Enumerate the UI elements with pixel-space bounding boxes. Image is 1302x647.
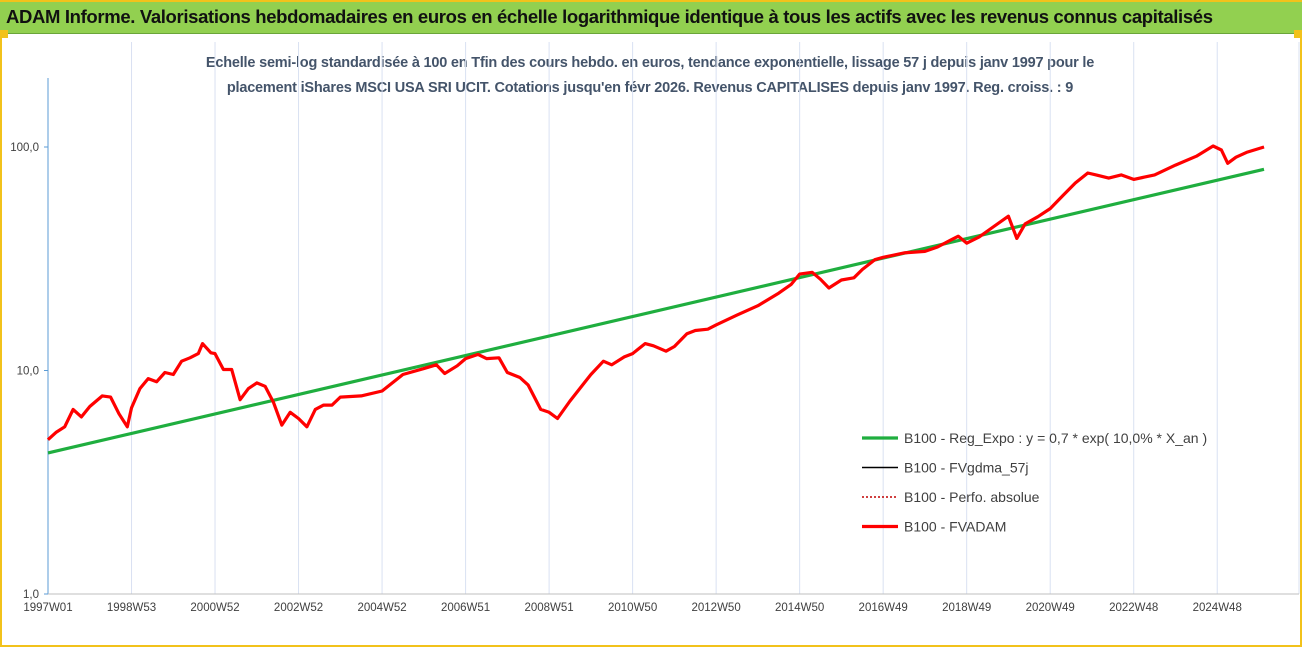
x-tick-labels: 1997W01 1998W53 2000W52 2002W52 2004W52 2006W…: [23, 602, 1241, 614]
x-tick-label: 2018W49: [942, 602, 991, 614]
series-line-3: [46, 144, 1265, 441]
y-tick-label: 1,0: [23, 589, 39, 601]
series-line-0: [47, 167, 1265, 455]
banner-title: ADAM Informe. Valorisations hebdomadaire…: [6, 6, 1213, 27]
x-tick-label: 2022W48: [1109, 602, 1158, 614]
legend-label-0: B100 - Reg_Expo : y = 0,7 * exp( 10,0% *…: [904, 430, 1207, 446]
x-tick-label: 1998W53: [107, 602, 156, 614]
legend: B100 - Reg_Expo : y = 0,7 * exp( 10,0% *…: [862, 430, 1207, 535]
x-tick-label: 2006W51: [441, 602, 490, 614]
x-tick-label: 2000W52: [190, 602, 239, 614]
legend-label-1: B100 - FVgdma_57j: [904, 460, 1029, 476]
x-tick-label: 2004W52: [357, 602, 406, 614]
title-banner: ADAM Informe. Valorisations hebdomadaire…: [0, 0, 1302, 34]
corner-mark-left: [0, 30, 8, 38]
y-tick-label: 100,0: [10, 142, 39, 154]
series-fvgdma-line: [47, 145, 1265, 441]
x-tick-label: 2012W50: [692, 602, 741, 614]
grid-lines: [131, 42, 1300, 594]
x-tick-label: 2020W49: [1026, 602, 1075, 614]
legend-label-2: B100 - Perfo. absolue: [904, 489, 1040, 505]
series-lines: [46, 144, 1265, 455]
x-tick-label: 2014W50: [775, 602, 824, 614]
y-tick-labels: 1,0 10,0 100,0: [10, 142, 48, 601]
y-tick-label: 10,0: [17, 366, 39, 378]
x-tick-label: 2002W52: [274, 602, 323, 614]
x-tick-label: 1997W01: [23, 602, 72, 614]
chart-title-line-2: placement iShares MSCI USA SRI UCIT. Cot…: [226, 80, 1074, 96]
x-tick-label: 2024W48: [1193, 602, 1242, 614]
x-tick-label: 2008W51: [524, 602, 573, 614]
x-tick-label: 2010W50: [608, 602, 657, 614]
legend-label-3: B100 - FVADAM: [904, 519, 1006, 535]
axes: [47, 78, 1299, 595]
chart-title-line-1: Echelle semi-log standardisée à 100 en T…: [205, 55, 1095, 71]
corner-mark-right: [1294, 30, 1302, 38]
x-tick-label: 2016W49: [859, 602, 908, 614]
